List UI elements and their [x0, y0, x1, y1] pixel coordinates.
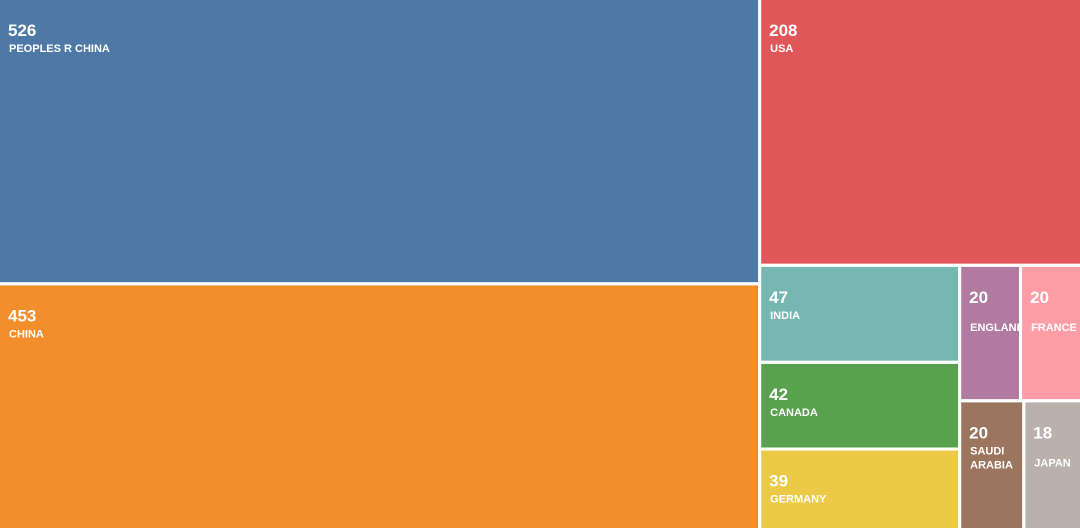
tile [761, 0, 1080, 264]
category-label: PEOPLES R CHINA [9, 43, 110, 55]
tile [0, 285, 759, 528]
treemap-cell: 20 SAUDI ARABIA [961, 402, 1023, 528]
tile [0, 0, 759, 283]
category-label: CHINA [9, 328, 44, 340]
treemap-cell: 42 CANADA [761, 363, 959, 448]
tile [761, 266, 959, 361]
category-label: SAUDI ARABIA [970, 445, 1013, 471]
treemap-cell: 18 JAPAN [1025, 402, 1080, 528]
treemap-cell: 526 PEOPLES R CHINA [0, 0, 759, 283]
treemap-cell: 39 GERMANY [761, 450, 959, 528]
category-label: CANADA [770, 407, 818, 419]
value-label: 47 [769, 288, 788, 307]
category-label: GERMANY [770, 493, 827, 505]
category-label: JAPAN [1034, 457, 1071, 469]
tile [961, 402, 1023, 528]
treemap-cell: 453 CHINA [0, 285, 759, 528]
category-label: INDIA [770, 310, 800, 322]
value-label: 39 [769, 471, 788, 490]
value-label: 208 [769, 21, 797, 40]
tile [761, 363, 959, 448]
value-label: 18 [1033, 423, 1052, 442]
category-label: ENGLAND [970, 322, 1024, 334]
value-label: 42 [769, 385, 788, 404]
treemap-cell: 208 USA [761, 0, 1080, 264]
tile [961, 266, 1020, 400]
value-label: 20 [1030, 288, 1049, 307]
value-label: 20 [969, 423, 988, 442]
tile [1022, 266, 1080, 400]
treemap-cell: 47 INDIA [761, 266, 959, 361]
treemap-cell: 20 FRANCE [1022, 266, 1080, 400]
tile [1025, 402, 1080, 528]
treemap-cell: 20 ENGLAND [961, 266, 1024, 400]
value-label: 20 [969, 288, 988, 307]
category-label: USA [770, 43, 793, 55]
category-label: FRANCE [1031, 322, 1077, 334]
value-label: 453 [8, 306, 36, 325]
tile [761, 450, 959, 528]
value-label: 526 [8, 21, 36, 40]
